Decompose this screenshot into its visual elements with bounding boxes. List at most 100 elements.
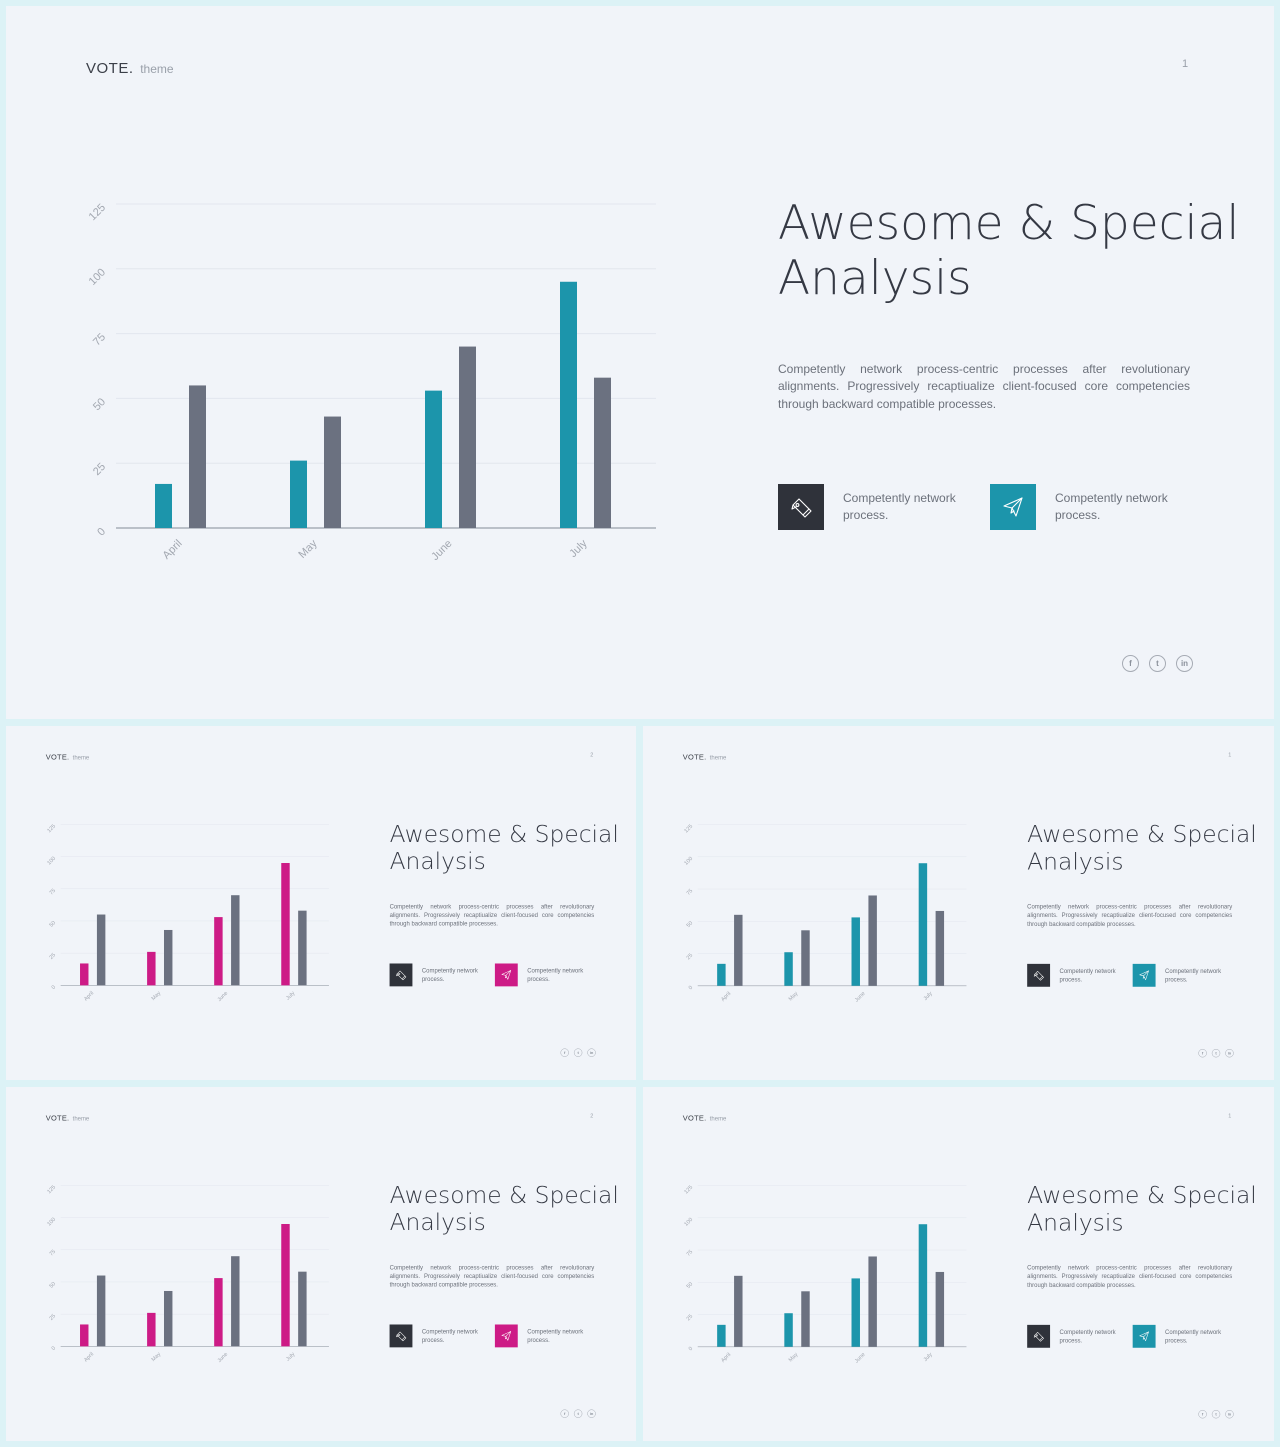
pen-icon: [778, 484, 824, 530]
linkedin-icon[interactable]: in: [1225, 1409, 1234, 1419]
slide-title: Awesome & Special Analysis: [1027, 1181, 1257, 1237]
social-links: f t in: [1198, 1409, 1238, 1419]
bar-april-series-2: [96, 1275, 106, 1347]
linkedin-icon[interactable]: in: [1225, 1048, 1234, 1058]
bar-chart: 0 25 50 75 100 125 April May June July: [87, 202, 656, 563]
title-line-1: Awesome & Special: [389, 1181, 619, 1209]
bar-june-series-2: [231, 895, 240, 986]
feature-text-1: Competently network process.: [1059, 967, 1116, 983]
paper-plane-icon: [1132, 1324, 1156, 1348]
y-tick-label: 50: [49, 920, 58, 929]
bar-chart: 0 25 50 75 100 125 April May June July: [683, 824, 967, 1004]
y-tick-label: 25: [686, 953, 695, 962]
bar-april-series-1: [717, 1324, 726, 1347]
y-tick-label: 100: [87, 266, 108, 287]
linkedin-icon[interactable]: in: [587, 1409, 596, 1418]
x-tick-label: July: [567, 537, 590, 560]
feature-item-2: Competently network process.: [990, 484, 1185, 530]
title-line-2: Analysis: [1027, 1208, 1124, 1237]
y-tick-label: 0: [51, 985, 57, 991]
brand-subtitle: theme: [72, 753, 90, 761]
y-tick-label: 50: [49, 1281, 58, 1290]
twitter-icon[interactable]: t: [1211, 1048, 1221, 1058]
bar-july-series-1: [918, 1224, 928, 1347]
bar-chart: 0 25 50 75 100 125 April May June July: [683, 1185, 967, 1365]
feature-text-1: Competently network process.: [843, 491, 956, 522]
x-tick-label: April: [720, 991, 732, 1003]
y-tick-label: 75: [686, 1249, 695, 1258]
brand-subtitle: theme: [709, 753, 727, 761]
bar-june-series-1: [851, 1278, 860, 1347]
y-tick-label: 25: [686, 1314, 695, 1323]
brand-logo: VOTE. theme: [46, 1114, 89, 1122]
bar-april-series-2: [96, 914, 106, 986]
x-tick-label: May: [151, 1351, 163, 1363]
page-number: 1: [1228, 1112, 1232, 1119]
bar-may-series-1: [290, 460, 307, 528]
feature-text-1: Competently network process.: [421, 1327, 478, 1344]
feature-item-2: Competently network process.: [494, 1324, 592, 1348]
y-tick-label: 75: [686, 888, 695, 897]
social-links: f t in: [1122, 655, 1203, 672]
bar-april-series-1: [717, 963, 726, 986]
bar-june-series-2: [231, 1256, 240, 1347]
pen-icon: [1027, 963, 1051, 987]
brand-logo: VOTE. theme: [86, 60, 174, 77]
x-tick-label: July: [285, 990, 296, 1001]
y-tick-label: 100: [46, 1217, 57, 1228]
y-tick-label: 50: [686, 920, 695, 929]
twitter-icon[interactable]: t: [573, 1048, 583, 1057]
twitter-icon[interactable]: t: [573, 1409, 583, 1418]
bar-chart: 0 25 50 75 100 125 April May June July: [46, 824, 329, 1003]
facebook-icon[interactable]: f: [560, 1048, 569, 1057]
feature-text-2: Competently network process.: [1165, 967, 1222, 983]
twitter-icon[interactable]: t: [1211, 1409, 1221, 1419]
y-tick-label: 50: [686, 1281, 695, 1290]
y-tick-label: 75: [91, 331, 108, 348]
y-tick-label: 75: [49, 888, 58, 897]
y-tick-label: 125: [683, 1185, 694, 1196]
feature-text-2: Competently network process.: [1055, 491, 1168, 522]
bar-june-series-1: [214, 917, 223, 986]
y-tick-label: 100: [683, 1217, 694, 1228]
linkedin-icon[interactable]: in: [1176, 655, 1193, 672]
feature-item-1: Competently network process.: [1027, 1324, 1124, 1348]
bar-may-series-1: [147, 951, 156, 986]
title-line-1: Awesome & Special: [1027, 1181, 1257, 1209]
brand-subtitle: theme: [140, 62, 174, 76]
facebook-icon[interactable]: f: [1122, 655, 1139, 672]
facebook-icon[interactable]: f: [1198, 1409, 1207, 1419]
y-tick-label: 0: [95, 526, 108, 539]
x-tick-label: April: [161, 538, 185, 562]
paper-plane-icon: [494, 963, 518, 987]
bar-april-series-1: [80, 1324, 89, 1347]
title-line-2: Analysis: [389, 847, 486, 876]
bar-may-series-1: [784, 1313, 793, 1347]
title-line-2: Analysis: [389, 1208, 486, 1237]
bar-july-series-2: [935, 1271, 945, 1347]
body-text: Competently network process-centric proc…: [778, 362, 1190, 411]
facebook-icon[interactable]: f: [1198, 1048, 1207, 1058]
bar-may-series-2: [801, 1291, 810, 1347]
pen-icon: [389, 963, 413, 987]
twitter-icon[interactable]: t: [1149, 655, 1166, 672]
slide-title: Awesome & Special Analysis: [390, 1181, 619, 1236]
y-tick-label: 125: [46, 824, 57, 835]
feature-text-2: Competently network process.: [527, 1327, 584, 1344]
brand-name: VOTE.: [86, 60, 134, 77]
y-tick-label: 125: [683, 824, 694, 835]
facebook-icon[interactable]: f: [560, 1409, 569, 1418]
brand-logo: VOTE. theme: [683, 1114, 727, 1122]
x-tick-label: June: [217, 990, 230, 1003]
x-tick-label: April: [83, 1351, 95, 1363]
x-tick-label: July: [923, 1352, 934, 1363]
bar-april-series-1: [80, 963, 89, 986]
slide-1: VOTE. theme 1 0 25 50 75 100 125 April May June J…: [6, 6, 1274, 719]
y-tick-label: 100: [46, 856, 57, 867]
linkedin-icon[interactable]: in: [587, 1048, 596, 1057]
y-tick-label: 25: [49, 952, 58, 961]
slide-3: VOTE. theme 1 0 25 50 75 100 125 April May June J…: [643, 726, 1274, 1080]
slide-2: VOTE. theme 2 0 25 50 75 100 125 April May June J…: [6, 726, 636, 1080]
slide-title: Awesome & Special Analysis: [1027, 821, 1257, 876]
feature-item-1: Competently network process.: [389, 963, 487, 987]
